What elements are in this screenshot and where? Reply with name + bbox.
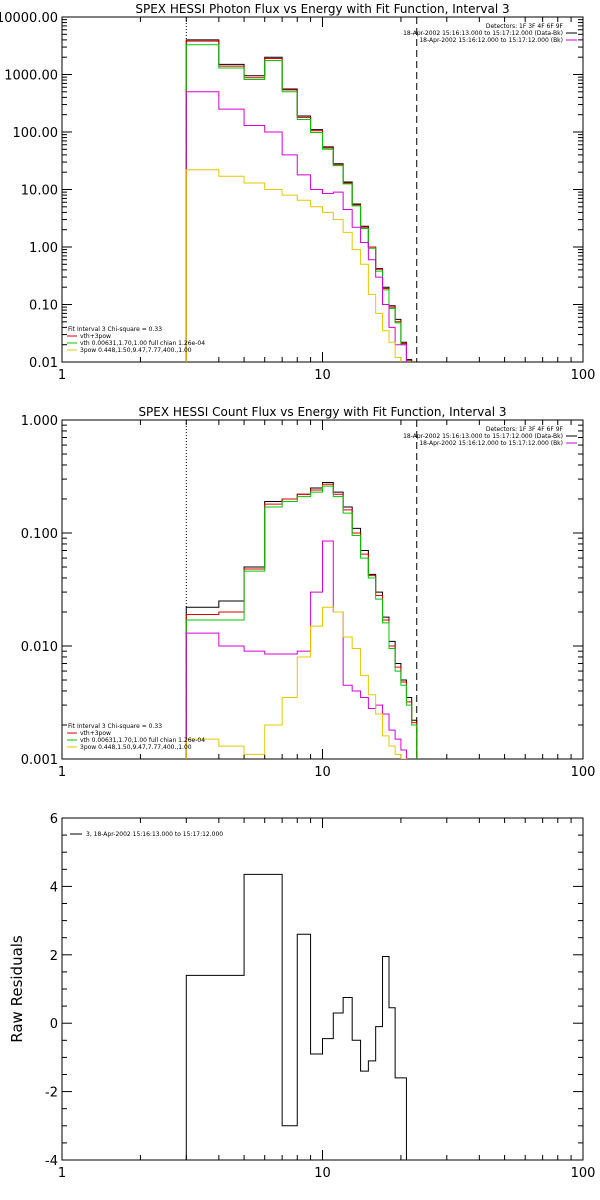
y-tick-label: 4: [50, 880, 58, 895]
series-vth: [185, 44, 418, 362]
x-tick-label: 1: [58, 765, 66, 780]
x-tick-label: 10: [314, 765, 331, 780]
legend-bottomleft-text: vth 0.00631,1.70,1.00 full chian 1.26e-0…: [80, 737, 205, 744]
x-tick-label: 100: [571, 368, 596, 383]
legend-topleft-text: 3, 18-Apr-2002 15:16:13.000 to 15:17:12.…: [86, 831, 223, 838]
x-tick-label: 100: [571, 1166, 596, 1181]
chart-panel-1: SPEX HESSI Photon Flux vs Energy with Fi…: [0, 2, 596, 383]
legend-topright-text: Detectors: 1F 3F 4F 6F 9F: [486, 426, 564, 433]
y-tick-label: 0.100: [21, 527, 58, 542]
y-tick-label: 0: [50, 1017, 58, 1032]
legend-bottomleft-text: Fit Interval 3 Chi-square = 0.33: [68, 326, 162, 333]
y-tick-label: 100.00: [13, 126, 59, 141]
y-tick-label: 2: [50, 949, 58, 964]
y-tick-label: 1.00: [29, 241, 58, 256]
x-tick-label: 100: [571, 765, 596, 780]
series-vth: [185, 485, 418, 759]
legend-bottomleft-text: vth 0.00631,1.70,1.00 full chian 1.26e-0…: [80, 340, 205, 347]
chart-title: SPEX HESSI Photon Flux vs Energy with Fi…: [135, 2, 509, 16]
x-tick-label: 10: [314, 368, 331, 383]
y-tick-label: 0.010: [21, 640, 58, 655]
plot-frame: [61, 817, 584, 1161]
y-tick-label: -4: [45, 1154, 58, 1169]
legend-bottomleft-text: vth+3pow: [80, 333, 111, 340]
x-tick-label: 10: [314, 1166, 331, 1181]
chart-title: SPEX HESSI Count Flux vs Energy with Fit…: [138, 405, 506, 419]
legend-topright-text: 18-Apr-2002 15:16:13.000 to 15:17:12.000…: [403, 433, 563, 440]
series-3pow: [185, 169, 418, 362]
x-tick-label: 1: [58, 1166, 66, 1181]
y-tick-label: 0.01: [29, 356, 58, 371]
legend-bottomleft-text: 3pow 0.448,1.50,9.47,7.77,400.,1.00: [80, 744, 192, 751]
legend-topright-text: 18-Apr-2002 15:16:12.000 to 15:17:12.000…: [419, 37, 563, 44]
series-3-18-apr-2002-15-16-13-000-to-15-17-12-000: [185, 873, 418, 1160]
y-tick-label: 1000.00: [4, 69, 58, 84]
chart-panel-2: SPEX HESSI Count Flux vs Energy with Fit…: [21, 405, 596, 780]
series-3pow: [185, 606, 418, 759]
legend-bottomleft-text: Fit Interval 3 Chi-square = 0.33: [68, 723, 162, 730]
y-tick-label: 6: [50, 812, 58, 827]
legend-bottomleft-text: vth+3pow: [80, 730, 111, 737]
y-tick-label: 1.000: [21, 414, 58, 429]
y-tick-label: 0.10: [29, 299, 58, 314]
legend-topright-text: Detectors: 1F 3F 4F 6F 9F: [486, 23, 564, 30]
y-axis-label: Raw Residuals: [8, 935, 26, 1043]
y-tick-label: -2: [45, 1086, 58, 1101]
legend-topright-text: 18-Apr-2002 15:16:13.000 to 15:17:12.000…: [403, 30, 563, 37]
series-bk: [185, 91, 418, 362]
y-tick-label: 0.001: [21, 753, 58, 768]
legend-bottomleft-text: 3pow 0.448,1.50,9.47,7.77,400.,1.00: [80, 347, 192, 354]
y-tick-label: 10.00: [21, 184, 58, 199]
y-tick-label: 10000.00: [0, 11, 58, 26]
chart-panel-3: 1 10 100 -4 -2 0 2 4 6 Raw Residuals 3, 18-Apr-200…: [8, 812, 595, 1181]
x-tick-label: 1: [58, 368, 66, 383]
legend-topright-text: 18-Apr-2002 15:16:12.000 to 15:17:12.000…: [419, 440, 563, 447]
series-bk: [185, 540, 418, 759]
